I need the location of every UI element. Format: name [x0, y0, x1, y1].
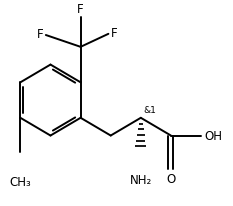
Text: F: F	[77, 3, 84, 16]
Text: O: O	[166, 172, 175, 185]
Text: F: F	[111, 27, 117, 40]
Text: CH₃: CH₃	[10, 175, 31, 188]
Text: F: F	[37, 28, 44, 41]
Text: NH₂: NH₂	[130, 173, 152, 186]
Text: &1: &1	[143, 106, 156, 115]
Text: OH: OH	[205, 129, 223, 142]
